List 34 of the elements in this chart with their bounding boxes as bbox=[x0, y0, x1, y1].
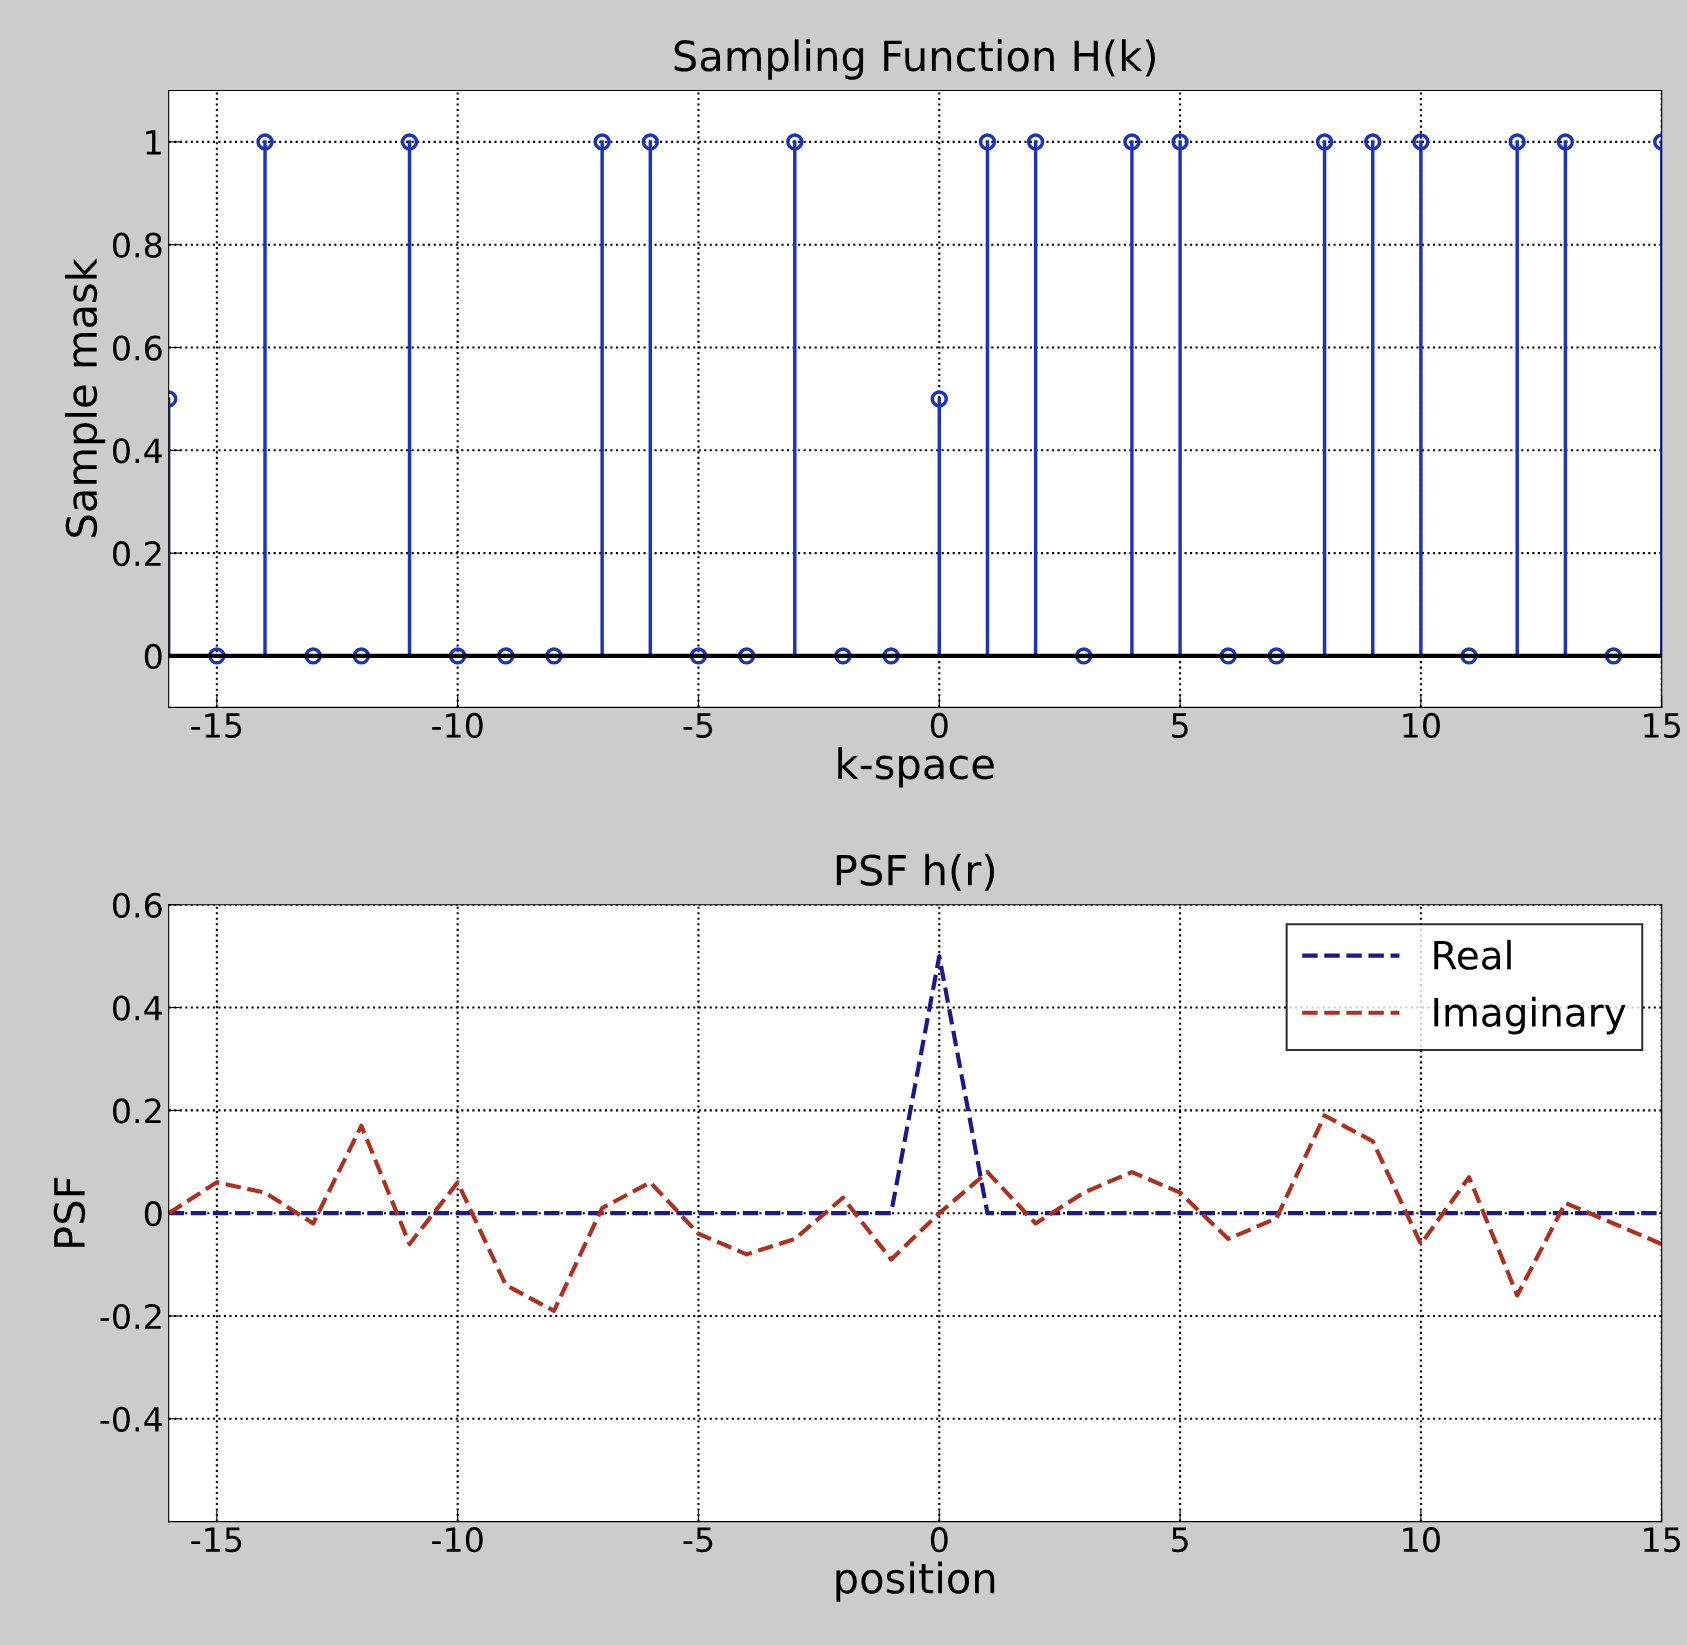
y-tick-label: 0 bbox=[144, 1201, 162, 1227]
x-axis-title: position bbox=[836, 1561, 995, 1602]
y-tick-label: -0.4 bbox=[100, 1406, 162, 1432]
x-tick-label: -10 bbox=[432, 1527, 483, 1553]
x-tick-label: -5 bbox=[683, 1527, 713, 1553]
x-tick-label: 0 bbox=[930, 1527, 948, 1553]
legend-label: Real bbox=[1434, 939, 1511, 970]
x-tick-label: -15 bbox=[191, 1527, 242, 1553]
x-axis-title: k-space bbox=[838, 747, 994, 788]
y-tick-label: 0.4 bbox=[113, 438, 162, 464]
x-tick-label: 10 bbox=[1403, 712, 1440, 739]
y-axis-title: Sample mask bbox=[64, 258, 106, 537]
x-tick-label: -5 bbox=[683, 713, 713, 739]
chart-title: Sampling Function H(k) bbox=[674, 39, 1155, 80]
y-tick-label: 0.2 bbox=[113, 541, 161, 567]
y-tick-label: 0.6 bbox=[113, 335, 162, 361]
x-tick-label: -15 bbox=[191, 713, 242, 739]
y-tick-label: 0.4 bbox=[113, 995, 162, 1021]
x-tick-label: 5 bbox=[1172, 713, 1188, 739]
x-tick-label: 15 bbox=[1644, 1527, 1680, 1553]
legend-label: Imaginary bbox=[1434, 996, 1626, 1035]
x-tick-label: 5 bbox=[1172, 1527, 1188, 1553]
x-tick-label: 15 bbox=[1644, 713, 1680, 739]
y-tick-label: 1 bbox=[146, 130, 161, 155]
y-axis-title: PSF bbox=[53, 1177, 86, 1247]
x-tick-label: 0 bbox=[930, 712, 948, 739]
y-tick-label: -0.2 bbox=[100, 1303, 161, 1330]
y-tick-label: 0.2 bbox=[113, 1098, 161, 1124]
y-tick-label: 0.8 bbox=[113, 232, 162, 258]
chart-title: PSF h(r) bbox=[836, 853, 995, 891]
x-tick-label: 10 bbox=[1403, 1527, 1440, 1553]
y-tick-label: 0 bbox=[144, 643, 162, 670]
y-tick-label: 0.6 bbox=[113, 892, 162, 918]
x-tick-label: -10 bbox=[432, 712, 483, 739]
